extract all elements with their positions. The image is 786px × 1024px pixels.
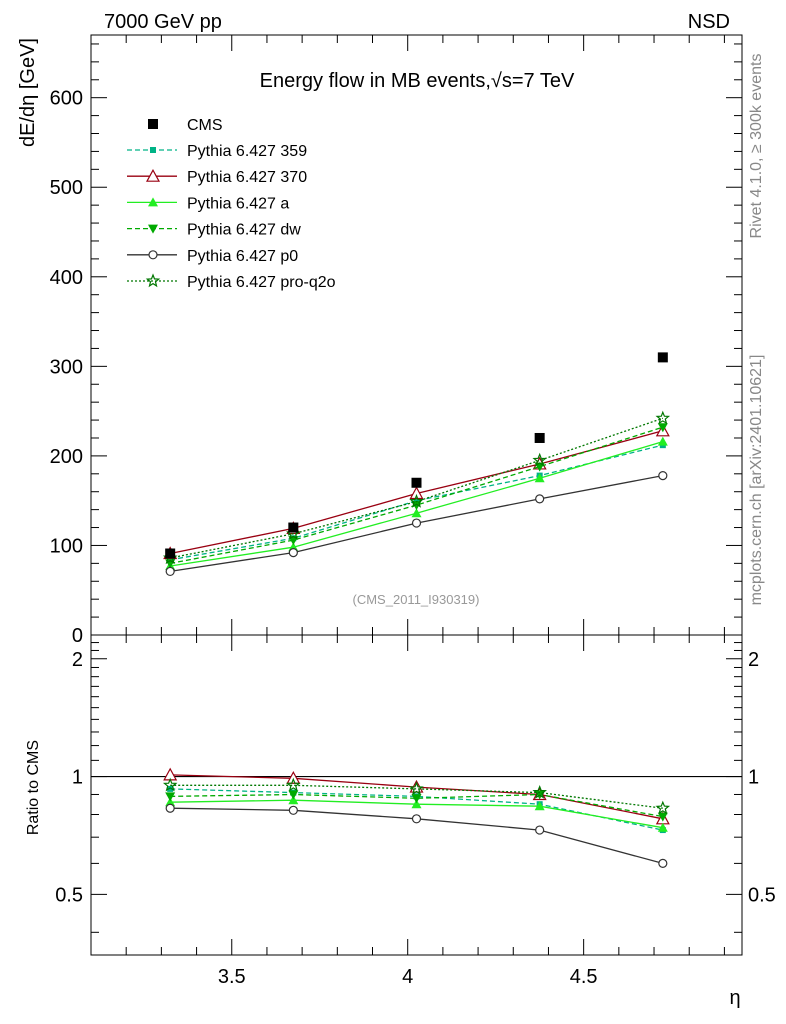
series-2-point	[657, 436, 668, 446]
legend-label-1: Pythia 6.427 370	[187, 169, 307, 186]
series-4-point	[411, 518, 422, 528]
legend-marker-4	[148, 250, 158, 260]
ratio-4-point	[288, 805, 298, 815]
legend-marker-5	[145, 273, 161, 288]
series-4-point	[288, 548, 298, 558]
y-tick-label: 600	[50, 88, 83, 110]
ratio-4-point	[165, 803, 175, 813]
ratio-5-point	[409, 781, 424, 796]
ratio-3-point	[288, 790, 299, 800]
legend-marker-1	[145, 168, 161, 182]
legend-marker-3	[148, 224, 158, 234]
series-2-point	[534, 473, 545, 483]
x-tick-label: 3.5	[218, 966, 246, 988]
series-4-point	[535, 494, 545, 504]
ratio-tick-label: 0.5	[55, 884, 83, 906]
legend-cms-label: CMS	[187, 117, 223, 134]
series-4-point	[658, 470, 668, 481]
legend-label-3: Pythia 6.427 dw	[187, 222, 301, 239]
y-axis-label: dE/dη [GeV]	[17, 38, 39, 147]
y-tick-label: 0	[72, 625, 83, 647]
ratio-4-point	[535, 825, 545, 835]
legend-cms-marker	[148, 119, 158, 129]
chart-title: Energy flow in MB events,√s=7 TeV	[260, 70, 575, 92]
legend-marker-2	[148, 197, 158, 207]
ratio-tick-label: 2	[72, 649, 83, 671]
y-tick-label: 400	[50, 267, 83, 289]
ratio-4-point	[411, 814, 422, 824]
legend-label-5: Pythia 6.427 pro-q2o	[187, 274, 336, 291]
legend-marker-0	[150, 147, 156, 153]
ratio-line-3	[170, 793, 663, 818]
ratio-5-point	[286, 777, 301, 792]
ratio-2-point	[534, 801, 545, 811]
ratio-2-point	[411, 799, 422, 809]
ratio-5-point	[655, 800, 671, 815]
ratio-y-axis-label: Ratio to CMS	[25, 740, 42, 835]
analysis-label: (CMS_2011_I930319)	[353, 592, 480, 607]
ratio-2-point	[288, 795, 299, 805]
process-label: NSD	[688, 11, 730, 33]
ratio-2-point	[165, 797, 176, 807]
beam-label: 7000 GeV pp	[104, 11, 222, 33]
ratio-5-point	[532, 784, 547, 799]
ratio-tick-label: 1	[72, 767, 83, 789]
series-5-point	[532, 452, 547, 467]
y-tick-label: 300	[50, 356, 83, 378]
ratio-plot-frame	[90, 634, 743, 956]
series-line-3	[170, 426, 663, 565]
cms-data-point	[657, 352, 668, 363]
cms-data-point	[534, 432, 545, 443]
ratio-tick-label-right: 0.5	[748, 884, 776, 906]
ratio-tick-label-right: 2	[748, 649, 759, 671]
ratio-3-point	[657, 812, 668, 822]
legend-label-4: Pythia 6.427 p0	[187, 248, 298, 265]
series-4-point	[165, 566, 175, 577]
y-tick-label: 100	[50, 535, 83, 557]
series-2-point	[411, 508, 422, 518]
series-line-5	[170, 417, 664, 559]
legend-label-0: Pythia 6.427 359	[187, 143, 307, 160]
series-3-point	[657, 423, 668, 433]
cms-data-point	[288, 522, 299, 533]
ratio-3-point	[165, 792, 176, 802]
rivet-label: Rivet 4.1.0, ≥ 300k events	[748, 54, 765, 239]
mcplots-label: mcplots.cern.ch [arXiv:2401.10621]	[748, 355, 765, 606]
ratio-tick-label-right: 1	[748, 767, 759, 789]
ratio-0-point	[167, 785, 174, 792]
y-tick-label: 500	[50, 177, 83, 199]
cms-data-point	[165, 548, 176, 559]
ratio-5-point	[162, 777, 178, 792]
ratio-1-point	[286, 771, 301, 784]
series-0-point	[413, 497, 420, 504]
series-5-point	[655, 410, 671, 425]
cms-data-point	[411, 477, 422, 488]
x-tick-label: 4	[402, 966, 413, 988]
x-axis-label: η	[729, 987, 740, 1009]
series-1-point	[409, 486, 424, 500]
ratio-2-point	[657, 822, 668, 832]
ratio-4-point	[658, 858, 668, 868]
y-tick-label: 200	[50, 446, 83, 468]
ratio-3-point	[411, 794, 422, 804]
x-tick-label: 4.5	[570, 966, 598, 988]
series-line-0	[170, 444, 663, 561]
series-5-point	[409, 493, 424, 508]
legend-label-2: Pythia 6.427 a	[187, 195, 289, 212]
